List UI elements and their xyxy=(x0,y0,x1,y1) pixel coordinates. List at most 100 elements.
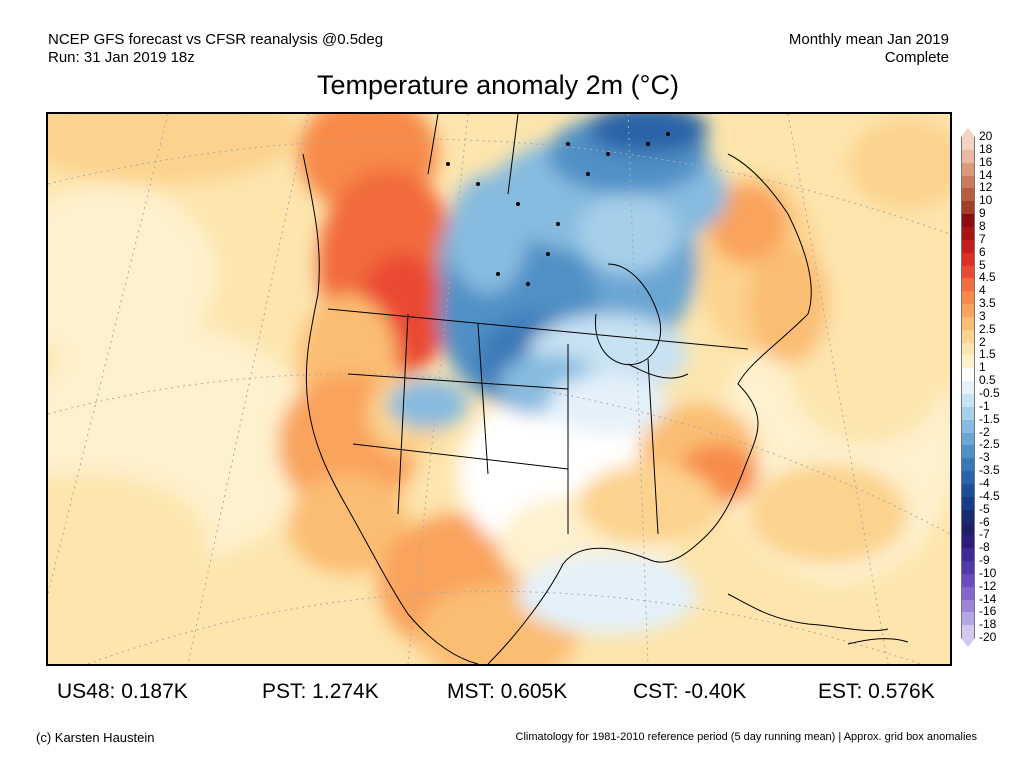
scale-swatch xyxy=(961,432,975,446)
period-label: Monthly mean Jan 2019 xyxy=(788,31,949,48)
scale-swatch xyxy=(961,329,975,344)
scale-label: 4 xyxy=(979,283,986,298)
scale-label: 8 xyxy=(979,218,986,233)
scale-swatch xyxy=(961,291,975,305)
scale-label: 20 xyxy=(979,129,993,143)
scale-label: 9 xyxy=(979,206,986,221)
region-stat: EST: 0.576K xyxy=(818,680,935,703)
lakes-islands xyxy=(446,132,670,286)
map-title: Temperature anomaly 2m (°C) xyxy=(317,70,679,100)
scale-swatch xyxy=(961,561,975,575)
scale-label: 0.5 xyxy=(979,373,996,388)
scale-swatch xyxy=(961,496,975,511)
header-left: NCEP GFS forecast vs CFSR reanalysis @0.… xyxy=(48,31,383,67)
scale-label: 5 xyxy=(979,257,986,272)
anomaly-map-graphic xyxy=(48,114,950,664)
scale-swatch xyxy=(961,406,975,421)
scale-swatch xyxy=(961,471,975,485)
region-stat: MST: 0.605K xyxy=(447,680,568,703)
scale-label: -3 xyxy=(979,450,990,465)
scale-swatch xyxy=(961,316,975,331)
model-description: NCEP GFS forecast vs CFSR reanalysis @0.… xyxy=(48,31,384,48)
scale-swatch xyxy=(961,381,975,395)
scale-swatch xyxy=(961,445,975,459)
scale-label: 18 xyxy=(979,141,993,156)
scale-swatch xyxy=(961,548,975,562)
completion-status: Complete xyxy=(884,49,949,66)
boundaries xyxy=(302,114,909,664)
scale-label: -2 xyxy=(979,424,990,439)
anomaly-map xyxy=(46,112,952,666)
scale-top-arrow xyxy=(961,128,975,137)
scale-label: 1 xyxy=(979,360,986,375)
scale-swatch xyxy=(961,188,975,202)
scale-bottom-arrow xyxy=(961,638,975,648)
scale-label: -3.5 xyxy=(979,463,1000,478)
scale-label: 3.5 xyxy=(979,296,996,311)
scale-swatch xyxy=(961,612,975,626)
scale-swatch xyxy=(961,419,975,434)
scale-swatch xyxy=(961,137,975,151)
scale-label: -14 xyxy=(979,591,997,606)
scale-swatch xyxy=(961,342,975,356)
scale-swatch xyxy=(961,535,975,549)
scale-label: 16 xyxy=(979,154,993,169)
scale-swatch xyxy=(961,483,975,498)
copyright: (c) Karsten Haustein xyxy=(36,730,155,745)
scale-label: -1 xyxy=(979,398,990,413)
scale-label: 10 xyxy=(979,193,993,208)
scale-label: 2 xyxy=(979,334,986,349)
scale-label: -4.5 xyxy=(979,488,1000,503)
scale-swatch xyxy=(961,278,975,292)
scale-label: 6 xyxy=(979,244,986,259)
scale-swatch xyxy=(961,355,975,369)
scale-swatch xyxy=(961,573,975,588)
scale-swatch xyxy=(961,458,975,472)
scale-label: -1.5 xyxy=(979,411,1000,426)
scale-swatch xyxy=(961,149,975,164)
scale-swatch xyxy=(961,522,975,536)
scale-swatch xyxy=(961,625,975,639)
scale-swatch xyxy=(961,175,975,189)
scale-label: -2.5 xyxy=(979,437,1000,452)
region-stat: CST: -0.40K xyxy=(633,680,747,703)
scale-label: -7 xyxy=(979,527,990,542)
scale-swatch xyxy=(961,509,975,523)
region-stat: PST: 1.274K xyxy=(262,680,379,703)
scale-label: 1.5 xyxy=(979,347,996,362)
scale-label: -12 xyxy=(979,578,997,593)
scale-swatch xyxy=(961,201,975,215)
scale-label: 2.5 xyxy=(979,321,996,336)
scale-label: -20 xyxy=(979,630,997,645)
scale-swatch xyxy=(961,265,975,279)
scale-swatch xyxy=(961,162,975,177)
scale-swatch xyxy=(961,586,975,601)
scale-label: -18 xyxy=(979,617,997,632)
scale-label: 12 xyxy=(979,180,993,195)
scale-swatch xyxy=(961,394,975,408)
scale-swatch xyxy=(961,304,975,318)
scale-swatch xyxy=(961,252,975,266)
scale-swatch xyxy=(961,599,975,613)
scale-swatch xyxy=(961,226,975,241)
scale-swatch xyxy=(961,214,975,228)
graticule xyxy=(48,114,950,664)
scale-label: -5 xyxy=(979,501,990,516)
scale-swatch xyxy=(961,239,975,254)
scale-label: -8 xyxy=(979,540,990,555)
header-right: Monthly mean Jan 2019 Complete xyxy=(789,31,949,67)
scale-label: -9 xyxy=(979,553,990,568)
scale-label: -0.5 xyxy=(979,386,1000,400)
climatology-note: Climatology for 1981-2010 reference peri… xyxy=(515,731,977,743)
scale-label: 4.5 xyxy=(979,270,996,285)
scale-label: 14 xyxy=(979,167,993,182)
scale-label: -4 xyxy=(979,475,990,490)
scale-label: -6 xyxy=(979,514,990,529)
scale-label: -10 xyxy=(979,565,997,580)
scale-swatch xyxy=(961,368,975,382)
scale-label: 7 xyxy=(979,231,986,246)
region-stat: US48: 0.187K xyxy=(57,680,188,703)
scale-label: -16 xyxy=(979,604,997,619)
run-time: Run: 31 Jan 2019 18z xyxy=(48,49,195,66)
scale-label: 3 xyxy=(979,308,986,323)
